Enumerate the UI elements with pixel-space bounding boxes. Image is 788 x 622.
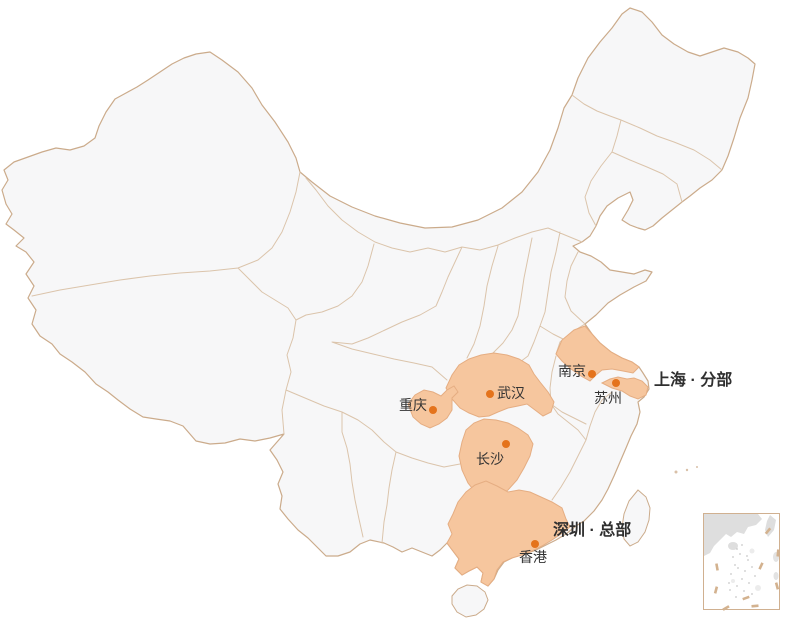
hainan-island	[451, 584, 489, 618]
taiwan-island	[621, 489, 651, 547]
city-label-shanghai-branch: 上海 · 分部	[654, 372, 733, 389]
country-outline	[1, 7, 756, 587]
inset-mainland	[704, 514, 762, 556]
city-label-changsha: 长沙	[476, 451, 504, 467]
inset-hainan	[728, 542, 738, 550]
city-marker-chongqing[interactable]	[429, 406, 437, 414]
inset-reef-rings	[731, 548, 761, 591]
city-marker-nanjing[interactable]	[588, 370, 596, 378]
nine-dash-line	[713, 527, 780, 611]
city-label-shenzhen-hq: 深圳 · 总部	[553, 522, 632, 539]
city-label-wuhan: 武汉	[497, 385, 525, 401]
city-marker-wuhan[interactable]	[486, 390, 494, 398]
city-label-hongkong: 香港	[519, 549, 547, 565]
province-highlight-hunan	[458, 418, 534, 500]
south-china-sea-inset	[703, 513, 780, 611]
province-borders	[31, 94, 723, 544]
province-highlight-hubei	[445, 352, 555, 418]
coastal-islets	[674, 466, 698, 474]
city-marker-suzhou[interactable]	[612, 379, 620, 387]
inset-philippines-2	[773, 572, 779, 580]
city-marker-changsha[interactable]	[502, 440, 510, 448]
city-marker-shenzhen-hongkong[interactable]	[531, 540, 539, 548]
province-highlight-guangdong	[446, 480, 571, 587]
city-label-chongqing: 重庆	[399, 397, 427, 413]
city-label-nanjing: 南京	[558, 363, 586, 379]
province-highlight-jiangsu	[555, 325, 640, 382]
inset-island-dots	[728, 544, 756, 598]
city-label-suzhou: 苏州	[594, 390, 622, 406]
